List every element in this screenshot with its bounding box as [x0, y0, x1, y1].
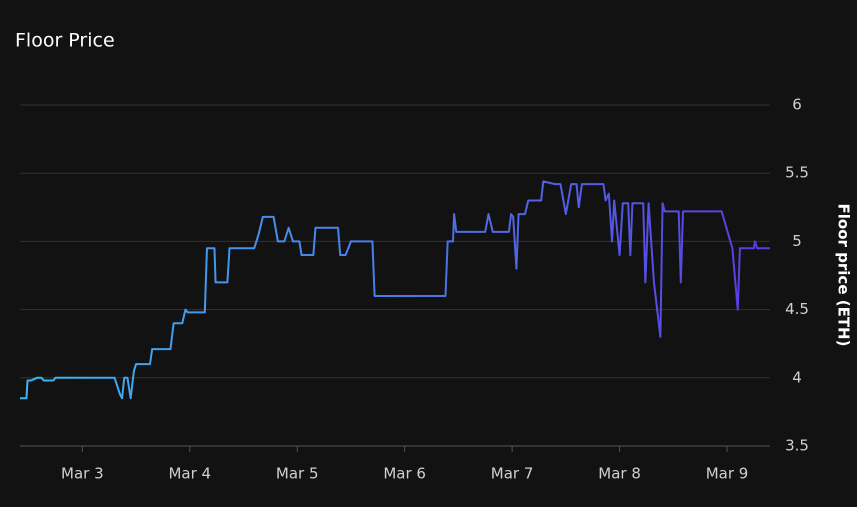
y-axis-label: Floor price (ETH) [835, 204, 853, 347]
y-tick-label: 4.5 [785, 300, 809, 318]
chart-title: Floor Price [15, 30, 115, 52]
y-tick-label: 3.5 [785, 437, 809, 455]
y-tick-label: 5 [792, 232, 802, 250]
price-line [20, 180, 770, 400]
x-tick-label: Mar 8 [598, 465, 641, 483]
x-tick-label: Mar 3 [61, 465, 104, 483]
x-tick-label: Mar 5 [276, 465, 319, 483]
y-tick-label: 5.5 [785, 164, 809, 182]
x-tick-label: Mar 9 [706, 465, 749, 483]
x-tick-label: Mar 6 [383, 465, 426, 483]
x-tick-label: Mar 4 [168, 465, 211, 483]
y-tick-label: 4 [792, 368, 802, 386]
x-tick-label: Mar 7 [491, 465, 534, 483]
y-tick-label: 6 [792, 96, 802, 114]
